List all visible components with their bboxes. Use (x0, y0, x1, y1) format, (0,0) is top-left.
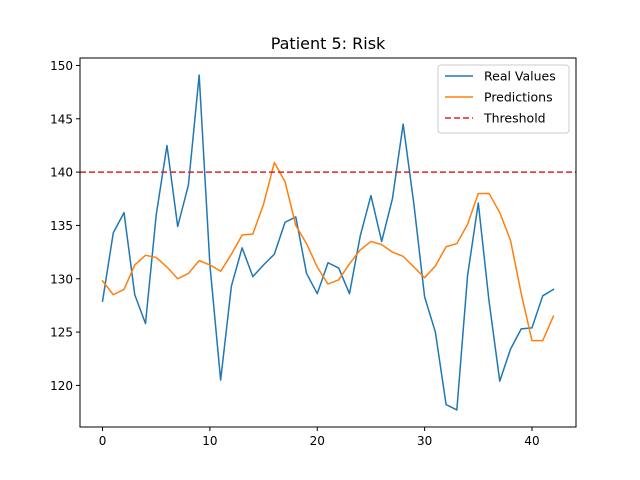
series-line-real-values (101, 74, 555, 411)
legend-label: Threshold (483, 111, 546, 126)
y-tick-label: 150 (50, 59, 73, 73)
series-line-predictions (101, 161, 555, 342)
y-tick-label: 135 (50, 219, 73, 233)
legend-label: Real Values (484, 69, 556, 84)
y-tick-label: 140 (50, 166, 73, 180)
legend-box (437, 64, 570, 134)
legend: Real Values Predictions Threshold (437, 64, 570, 134)
legend-label: Predictions (484, 90, 553, 105)
y-tick-label: 145 (50, 112, 73, 126)
x-tick-label: 30 (417, 434, 432, 448)
plot-area (80, 74, 576, 411)
chart-title: Patient 5: Risk (271, 34, 386, 53)
y-tick-label: 120 (50, 379, 73, 393)
x-tick-label: 0 (99, 434, 107, 448)
x-tick-label: 20 (310, 434, 325, 448)
y-tick-label: 125 (50, 326, 73, 340)
y-tick-label: 130 (50, 272, 73, 286)
x-tick-label: 40 (524, 434, 539, 448)
x-tick-label: 10 (202, 434, 217, 448)
axes-frame (79, 57, 577, 428)
axis-ticks: 0 10 20 30 40 120 125 130 135 140 145 150 (50, 59, 540, 448)
